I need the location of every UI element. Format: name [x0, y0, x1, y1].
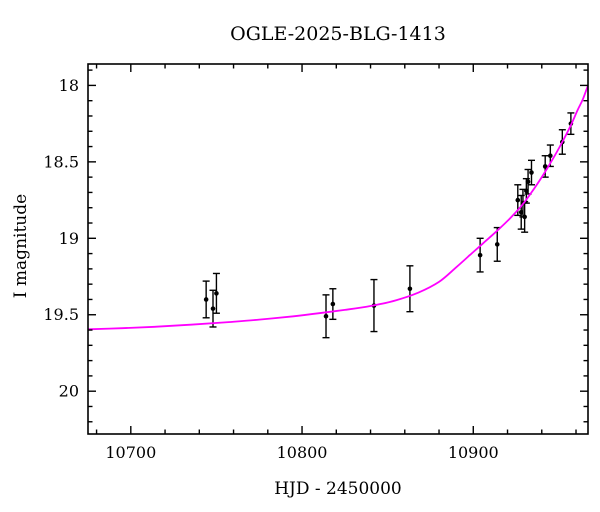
data-point-marker — [210, 306, 216, 311]
data-point — [329, 288, 337, 321]
data-point — [527, 159, 535, 186]
data-point-marker — [477, 252, 483, 258]
data-point — [202, 280, 210, 319]
data-point — [322, 294, 330, 339]
plot-title: OGLE-2025-BLG-1413 — [230, 23, 446, 45]
y-axis-label: I magnitude — [11, 194, 31, 298]
data-point — [541, 155, 549, 178]
plot-frame — [87, 63, 589, 435]
data-point-marker — [203, 297, 209, 302]
data-point — [476, 237, 484, 273]
data-point-marker — [515, 197, 521, 203]
x-tick-label: 10800 — [277, 443, 328, 462]
data-point — [406, 265, 414, 313]
axis-tick-labels: 10700 10800 10900 18 18.5 19 19.5 20 — [43, 76, 498, 462]
data-point-marker — [525, 179, 531, 185]
y-tick-label: 18.5 — [43, 152, 79, 171]
model-curve — [87, 85, 589, 331]
y-tick-label: 18 — [59, 76, 79, 95]
data-point-marker — [529, 170, 534, 175]
data-point-marker — [214, 291, 219, 296]
data-point-marker — [548, 153, 553, 159]
data-point-marker — [330, 301, 336, 307]
y-tick-label: 19.5 — [43, 305, 79, 324]
model-curve-path — [87, 85, 589, 331]
frame-box — [87, 63, 589, 435]
data-points-layer — [202, 112, 575, 339]
x-tick-label: 10900 — [448, 443, 499, 462]
data-point-marker — [407, 286, 413, 292]
axis-ticks — [88, 64, 588, 434]
y-tick-label: 20 — [59, 382, 79, 401]
data-point-marker — [522, 214, 527, 220]
y-tick-label: 19 — [59, 229, 79, 248]
data-point-marker — [542, 164, 548, 169]
data-point — [493, 226, 501, 262]
data-point-marker — [494, 242, 500, 247]
data-point-marker — [323, 313, 329, 319]
data-point — [209, 289, 217, 328]
x-tick-label: 10700 — [105, 443, 156, 462]
x-axis-label: HJD - 2450000 — [274, 479, 402, 499]
data-point — [212, 272, 220, 314]
